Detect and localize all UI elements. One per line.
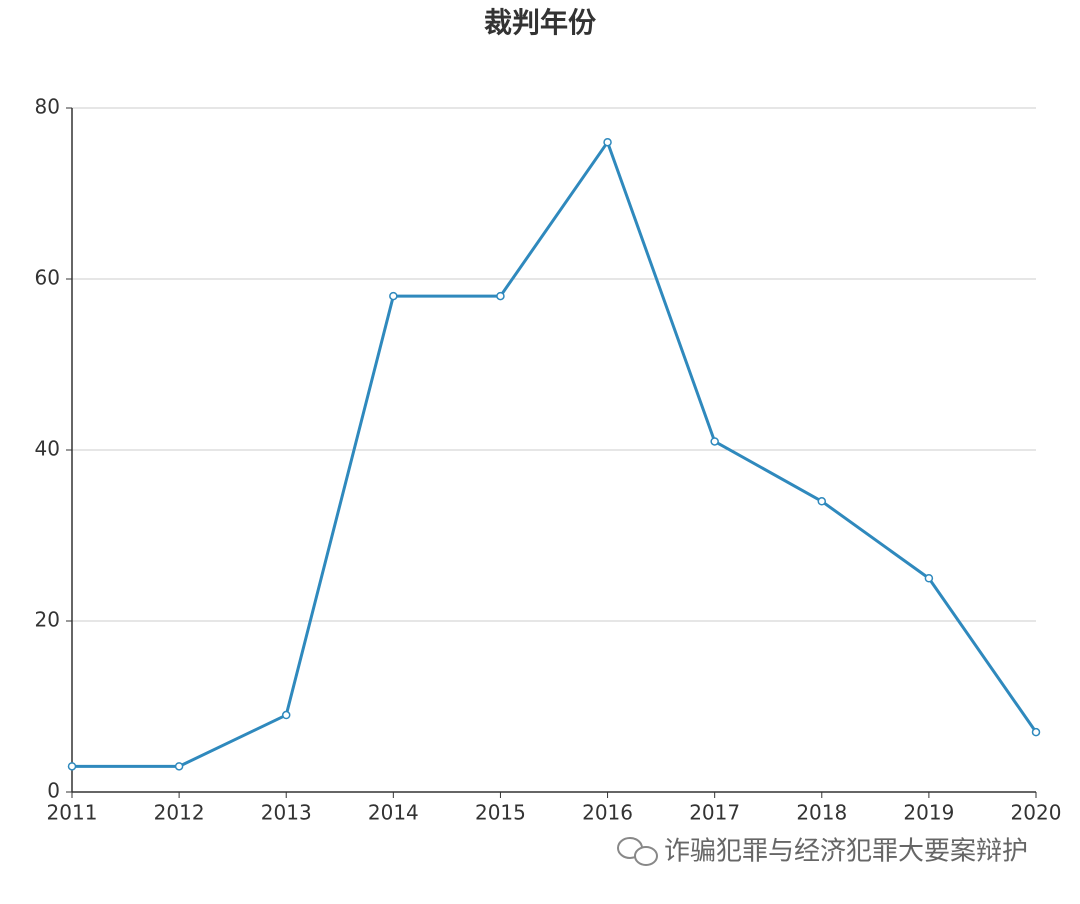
x-tick-label: 2016: [582, 801, 633, 825]
y-tick-label: 0: [47, 779, 60, 803]
y-tick-label: 40: [35, 437, 60, 461]
point: [67, 762, 77, 771]
point: [1031, 727, 1041, 737]
x-tick-label: 2015: [475, 801, 526, 825]
x-tick-label: 2018: [796, 801, 847, 825]
y-tick-label: 60: [35, 266, 60, 290]
point: [496, 291, 505, 301]
x-tick-label: 2012: [154, 801, 205, 825]
point: [817, 497, 827, 506]
watermark: 诈骗犯罪与经济犯罪大要案辩护: [664, 837, 1028, 867]
chart-title: 裁判年份: [484, 6, 596, 39]
point: [603, 137, 612, 147]
x-tick-label: 2013: [261, 801, 312, 825]
point: [389, 291, 398, 301]
point: [174, 762, 184, 771]
point: [924, 574, 934, 583]
x-tick-label: 2011: [47, 801, 98, 825]
point: [281, 710, 291, 720]
x-tick-label: 2019: [903, 801, 954, 825]
watermark-icon: [617, 837, 658, 866]
x-tick-label: 2014: [368, 801, 419, 825]
x-tick-label: 2020: [1011, 801, 1062, 825]
y-tick-label: 80: [35, 95, 60, 119]
y-tick-label: 20: [35, 608, 60, 632]
x-tick-label: 2017: [689, 801, 740, 825]
point: [710, 437, 719, 446]
line: [72, 140, 1038, 768]
